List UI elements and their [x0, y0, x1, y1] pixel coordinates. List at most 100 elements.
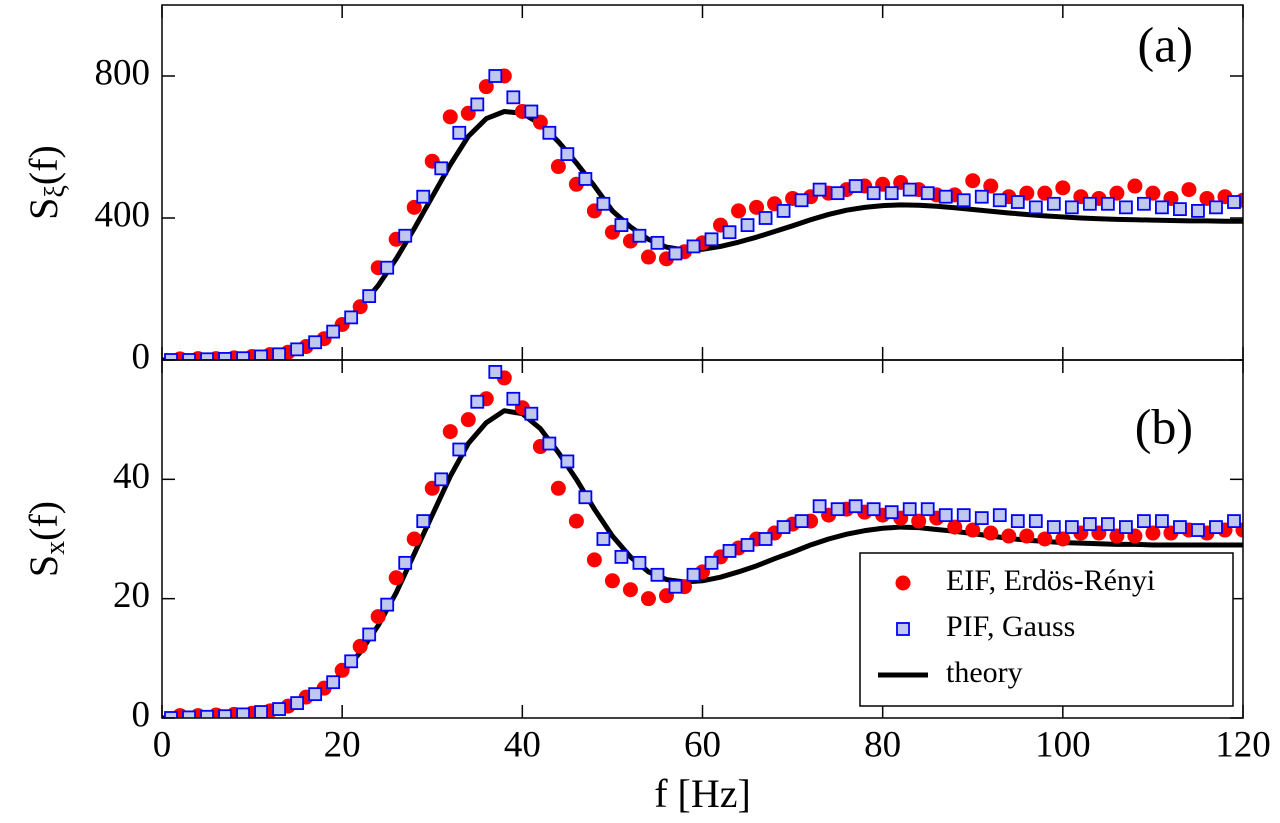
- point: [650, 235, 665, 250]
- y-axis-label: Sξ(f): [21, 145, 71, 220]
- point: [1191, 203, 1205, 218]
- point: [1137, 514, 1151, 528]
- point: [1173, 202, 1187, 217]
- point: [1181, 182, 1197, 198]
- point: [974, 189, 989, 204]
- point: [506, 391, 521, 406]
- y-axis-label-main: S: [21, 198, 66, 220]
- point: [1064, 520, 1079, 534]
- point: [200, 709, 214, 718]
- point: [398, 555, 413, 570]
- legend-swatch: [896, 622, 910, 636]
- point: [830, 502, 845, 517]
- point: [578, 172, 593, 186]
- point: [416, 514, 431, 528]
- point: [1155, 514, 1169, 528]
- point: [1037, 185, 1053, 201]
- x-tick-label: 40: [504, 724, 541, 765]
- point: [947, 519, 963, 535]
- point: [586, 552, 602, 568]
- point: [388, 570, 404, 586]
- point: [596, 532, 611, 546]
- point: [1100, 196, 1115, 211]
- point: [983, 525, 999, 541]
- point: [164, 711, 178, 718]
- legend-swatch: [895, 575, 911, 591]
- y-axis-label-main: S: [21, 555, 66, 577]
- point: [1082, 517, 1097, 531]
- panel-label: (b): [1135, 398, 1193, 454]
- point: [218, 352, 232, 360]
- x-tick-label: 80: [864, 724, 901, 765]
- x-tick-label: 100: [1035, 724, 1091, 765]
- legend-label: theory: [946, 656, 1023, 689]
- point: [1209, 200, 1223, 215]
- point: [722, 544, 737, 558]
- point: [218, 709, 232, 718]
- point: [1155, 200, 1169, 215]
- point: [164, 353, 178, 360]
- point: [686, 239, 701, 254]
- point: [1028, 200, 1043, 215]
- point: [956, 508, 971, 523]
- point: [236, 707, 250, 718]
- point: [362, 289, 377, 304]
- point: [1118, 520, 1133, 534]
- point: [884, 186, 899, 201]
- point: [1118, 200, 1133, 215]
- point: [776, 203, 791, 218]
- point: [182, 353, 196, 360]
- point: [326, 324, 341, 339]
- point: [290, 696, 305, 710]
- point: [1037, 531, 1053, 547]
- point: [1010, 514, 1025, 528]
- point: [1227, 195, 1241, 209]
- point: [1028, 514, 1043, 528]
- point: [272, 702, 287, 716]
- point: [1046, 520, 1061, 534]
- legend-label: PIF, Gauss: [946, 610, 1075, 643]
- point: [740, 218, 755, 233]
- point: [560, 147, 575, 162]
- legend-box: [859, 552, 1234, 707]
- point: [668, 579, 683, 594]
- plot-frame: [161, 4, 1244, 361]
- point: [830, 186, 845, 201]
- point: [938, 189, 953, 204]
- point: [326, 675, 341, 690]
- point: [632, 555, 647, 570]
- point: [812, 499, 827, 514]
- point: [1137, 196, 1151, 211]
- point: [1109, 185, 1125, 201]
- point: [416, 189, 431, 204]
- point: [614, 218, 629, 233]
- y-axis-label-rest: (f): [21, 501, 66, 541]
- point: [938, 508, 953, 523]
- point: [622, 582, 638, 598]
- y-axis-label: Sx(f): [21, 501, 71, 577]
- point: [352, 638, 368, 654]
- point: [532, 114, 548, 130]
- point: [848, 499, 863, 514]
- point: [308, 687, 323, 702]
- point: [740, 538, 755, 552]
- point: [920, 502, 935, 517]
- point: [542, 125, 557, 140]
- point: [254, 349, 268, 360]
- point: [442, 109, 458, 125]
- point: [406, 531, 422, 547]
- point: [596, 196, 611, 211]
- plot-area: [162, 68, 1243, 360]
- point: [704, 232, 719, 247]
- point: [686, 567, 701, 582]
- point: [1100, 517, 1115, 531]
- x-tick-label: 120: [1215, 724, 1271, 765]
- point: [470, 394, 485, 409]
- point: [568, 513, 584, 529]
- point: [974, 511, 989, 526]
- point: [442, 424, 458, 440]
- point: [722, 225, 737, 240]
- point: [1173, 520, 1187, 534]
- y-tick-label: 400: [95, 194, 151, 235]
- y-tick-label: 0: [132, 336, 151, 377]
